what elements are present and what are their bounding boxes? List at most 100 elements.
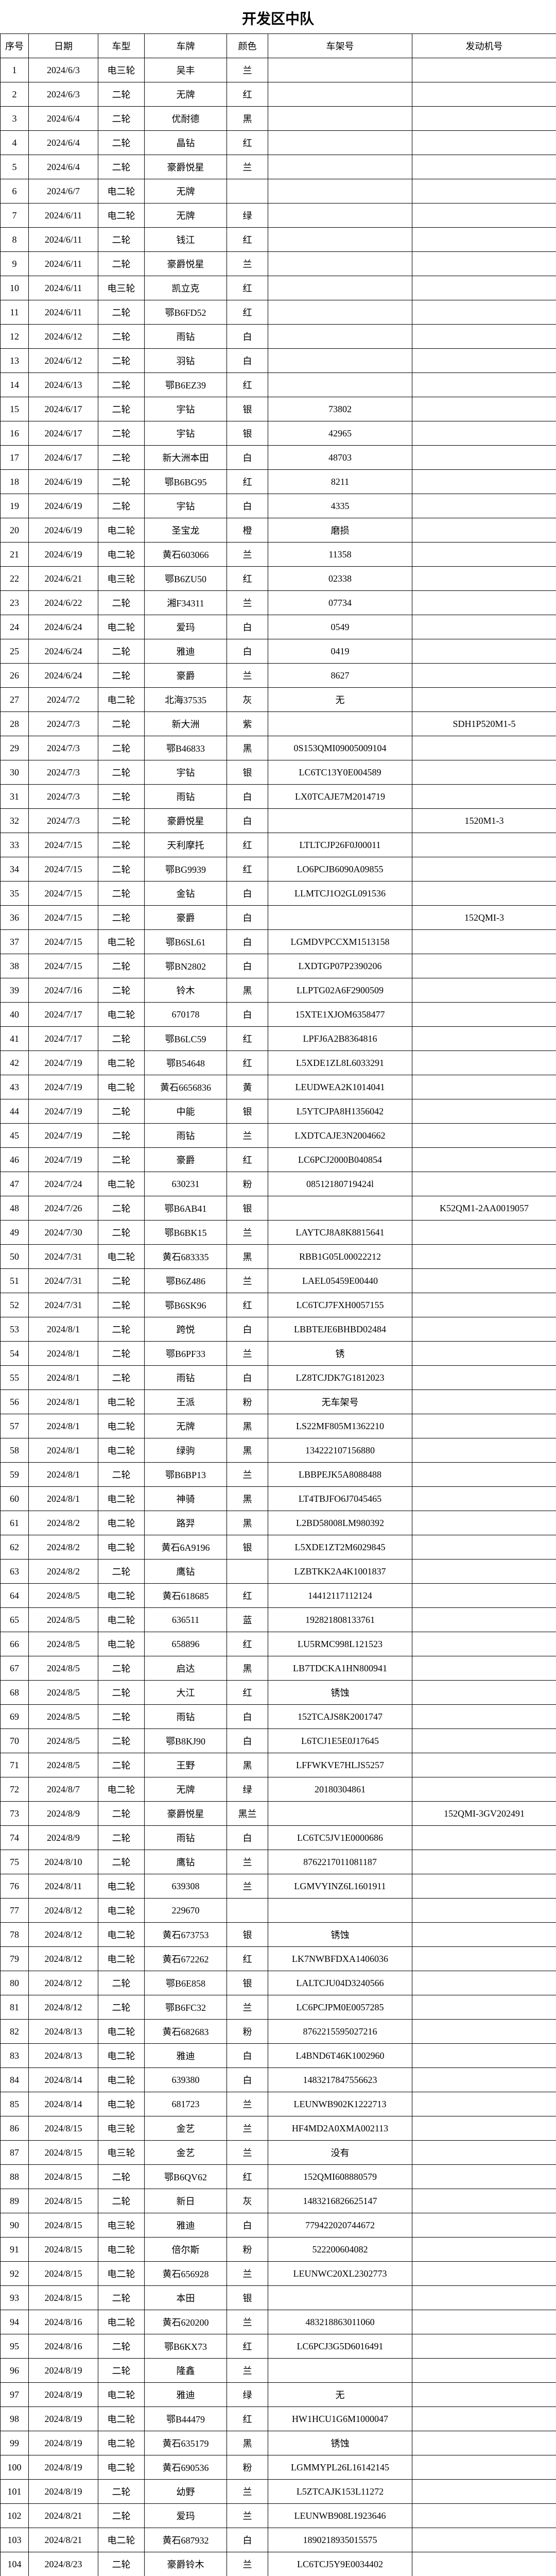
table-cell: 2024/8/5 [29, 1729, 98, 1753]
table-cell: 2024/8/23 [29, 2552, 98, 2576]
table-cell: 48703 [268, 446, 412, 470]
table-cell: 电二轮 [98, 1777, 145, 1802]
table-cell: 二轮 [98, 107, 145, 131]
col-header-5: 车架号 [268, 34, 412, 58]
table-cell: 羽钻 [145, 349, 227, 373]
table-cell: 1520M1-3 [412, 809, 556, 833]
table-cell [412, 1632, 556, 1656]
table-cell: 81 [1, 1995, 29, 2020]
table-cell [412, 2116, 556, 2141]
table-cell: 豪爵 [145, 664, 227, 688]
table-row: 332024/7/15二轮天利摩托红LTLTCJP26F0J00011 [1, 833, 556, 857]
table-row: 102024/6/11电三轮凯立克红 [1, 276, 556, 300]
table-row: 12024/6/3电三轮吴丰兰 [1, 58, 556, 82]
table-cell: 鄂B6LC59 [145, 1027, 227, 1051]
table-cell: 红 [227, 1051, 268, 1075]
table-row: 682024/8/5二轮大江红锈蚀 [1, 1681, 556, 1705]
table-cell [268, 155, 412, 179]
table-row: 272024/7/2电二轮北海37535灰无 [1, 688, 556, 712]
table-cell [412, 228, 556, 252]
table-cell [412, 736, 556, 760]
table-cell [412, 1947, 556, 1971]
table-cell: 铃木 [145, 978, 227, 1003]
table-cell: LEUNWB902K1222713 [268, 2092, 412, 2116]
table-cell: 白 [227, 1705, 268, 1729]
table-cell: 红 [227, 82, 268, 107]
table-cell: 兰 [227, 2504, 268, 2528]
table-cell: 42 [1, 1051, 29, 1075]
table-row: 892024/8/15二轮新日灰1483216826625147 [1, 2189, 556, 2213]
table-row: 242024/6/24电二轮爱玛白0549 [1, 615, 556, 639]
table-cell: 鄂B6FD52 [145, 300, 227, 325]
table-cell: 兰 [227, 543, 268, 567]
table-cell: 电二轮 [98, 1438, 145, 1463]
table-cell [412, 688, 556, 712]
table-cell: 粉 [227, 2238, 268, 2262]
table-row: 782024/8/12电二轮黄石673753银锈蚀 [1, 1923, 556, 1947]
table-cell: 101 [1, 2480, 29, 2504]
table-cell: 宇钻 [145, 760, 227, 785]
table-cell: 2024/6/19 [29, 494, 98, 518]
table-cell: 豪爵 [145, 906, 227, 930]
table-row: 962024/8/19二轮隆鑫兰 [1, 2359, 556, 2383]
table-cell: L4BND6T46K1002960 [268, 2044, 412, 2068]
table-cell: 二轮 [98, 1342, 145, 1366]
table-cell: 电二轮 [98, 518, 145, 543]
table-cell: 新日 [145, 2189, 227, 2213]
table-cell: 豪爵悦星 [145, 252, 227, 276]
table-cell: 白 [227, 930, 268, 954]
table-cell [268, 300, 412, 325]
col-header-4: 颜色 [227, 34, 268, 58]
table-cell: 二轮 [98, 954, 145, 978]
table-cell: 鄂B6BP13 [145, 1463, 227, 1487]
table-cell [268, 1196, 412, 1221]
table-cell: 本田 [145, 2286, 227, 2310]
table-cell: 钱江 [145, 228, 227, 252]
table-cell: LC6PCJ2000B040854 [268, 1148, 412, 1172]
table-cell: 红 [227, 131, 268, 155]
table-cell: 二轮 [98, 1729, 145, 1753]
table-cell: 72 [1, 1777, 29, 1802]
table-cell [412, 446, 556, 470]
table-cell: 2024/7/19 [29, 1099, 98, 1124]
table-cell: 电二轮 [98, 2310, 145, 2334]
table-cell: 红 [227, 1027, 268, 1051]
table-row: 52024/6/4二轮豪爵悦星兰 [1, 155, 556, 179]
table-cell: 银 [227, 2286, 268, 2310]
table-cell: 无 [268, 2383, 412, 2407]
table-cell: 电三轮 [98, 2213, 145, 2238]
table-cell: 2024/6/19 [29, 543, 98, 567]
table-cell: 21 [1, 543, 29, 567]
table-cell: 中能 [145, 1099, 227, 1124]
table-cell: 白 [227, 325, 268, 349]
table-cell [412, 1390, 556, 1414]
table-cell: 鄂B6ZU50 [145, 567, 227, 591]
table-cell [412, 2383, 556, 2407]
table-cell: 134222107156880 [268, 1438, 412, 1463]
table-cell: 红 [227, 373, 268, 397]
table-cell [268, 2359, 412, 2383]
table-cell [412, 1438, 556, 1463]
table-row: 902024/8/15电三轮雅迪白779422020744672 [1, 2213, 556, 2238]
table-cell: 二轮 [98, 2165, 145, 2189]
table-cell: 二轮 [98, 1705, 145, 1729]
col-header-3: 车牌 [145, 34, 227, 58]
table-cell [412, 833, 556, 857]
table-row: 502024/7/31电二轮黄石683335黑RBB1G05L00022212 [1, 1245, 556, 1269]
table-cell: 2024/6/24 [29, 639, 98, 664]
table-row: 862024/8/15电三轮金艺兰HF4MD2A0XMA002113 [1, 2116, 556, 2141]
table-cell [268, 712, 412, 736]
table-cell: LEUDWEA2K1014041 [268, 1075, 412, 1099]
table-cell [412, 252, 556, 276]
table-cell: 2024/6/22 [29, 591, 98, 615]
table-cell: 2024/7/2 [29, 688, 98, 712]
table-cell: L5YTCJPA8H1356042 [268, 1099, 412, 1124]
table-cell: 2024/7/26 [29, 1196, 98, 1221]
table-cell: 88 [1, 2165, 29, 2189]
table-cell: LT4TBJFO6J7045465 [268, 1487, 412, 1511]
table-row: 672024/8/5二轮启达黑LB7TDCKA1HN800941 [1, 1656, 556, 1681]
table-cell: 电二轮 [98, 2044, 145, 2068]
table-cell: 二轮 [98, 2286, 145, 2310]
table-cell: 黄石618685 [145, 1584, 227, 1608]
table-cell: 73802 [268, 397, 412, 421]
